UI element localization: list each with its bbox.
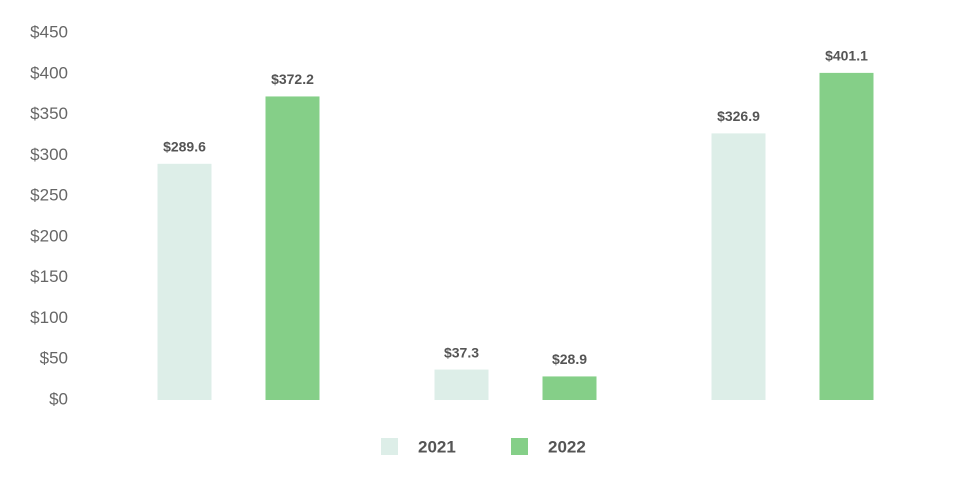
- value-label: $37.3: [444, 344, 479, 360]
- bar: [157, 163, 212, 400]
- y-tick-label: $200: [30, 226, 68, 245]
- value-label: $372.2: [271, 71, 314, 87]
- legend-label: 2022: [548, 437, 586, 456]
- legend-label: 2021: [418, 437, 456, 456]
- bar: [434, 369, 489, 400]
- y-tick-label: $400: [30, 63, 68, 82]
- y-tick-label: $50: [40, 349, 68, 368]
- y-tick-label: $350: [30, 104, 68, 123]
- legend-swatch: [511, 438, 528, 455]
- value-label: $28.9: [552, 351, 587, 367]
- value-label: $326.9: [717, 108, 760, 124]
- legend-swatch: [381, 438, 398, 455]
- y-tick-label: $100: [30, 308, 68, 327]
- y-tick-label: $250: [30, 186, 68, 205]
- y-tick-label: $300: [30, 145, 68, 164]
- bar: [711, 133, 766, 400]
- y-tick-label: $150: [30, 267, 68, 286]
- value-label: $289.6: [163, 139, 206, 155]
- bar: [819, 72, 874, 400]
- y-tick-label: $450: [30, 22, 68, 41]
- value-label: $401.1: [825, 48, 868, 64]
- y-tick-label: $0: [49, 389, 68, 408]
- bar: [265, 96, 320, 400]
- bar: [542, 376, 597, 400]
